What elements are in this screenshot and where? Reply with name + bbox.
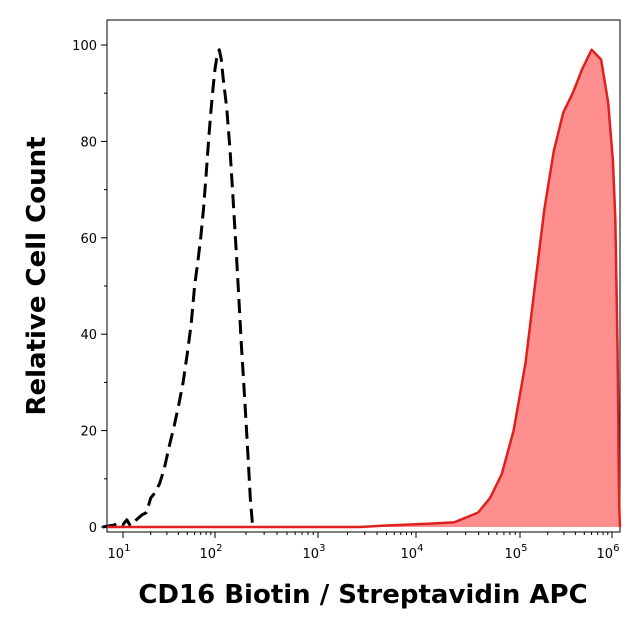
series-area-1 [107,49,620,528]
y-axis-ticks: 0 20 40 60 80 100 [72,39,107,536]
x-axis-ticks: 101 102 103 104 105 106 [108,532,620,562]
y-tick-label: 0 [89,521,97,536]
x-tick-label: 102 [200,543,223,562]
y-tick-label: 80 [80,135,97,150]
y-axis-title: Relative Cell Count [22,136,52,415]
series-line-0 [102,48,256,529]
y-tick-label: 60 [80,232,97,247]
plot-frame [106,19,621,533]
y-tick-label: 40 [80,328,97,343]
x-axis-title: CD16 Biotin / Streptavidin APC [138,580,587,610]
x-tick-label: 101 [108,543,131,562]
x-tick-label: 104 [401,543,424,562]
x-tick-label: 103 [303,543,326,562]
y-tick-label: 20 [80,425,97,440]
y-tick-label: 100 [72,39,97,54]
series-layer [102,48,622,529]
x-tick-label: 106 [597,543,620,562]
x-tick-label: 105 [505,543,528,562]
series-line-1 [107,48,622,529]
